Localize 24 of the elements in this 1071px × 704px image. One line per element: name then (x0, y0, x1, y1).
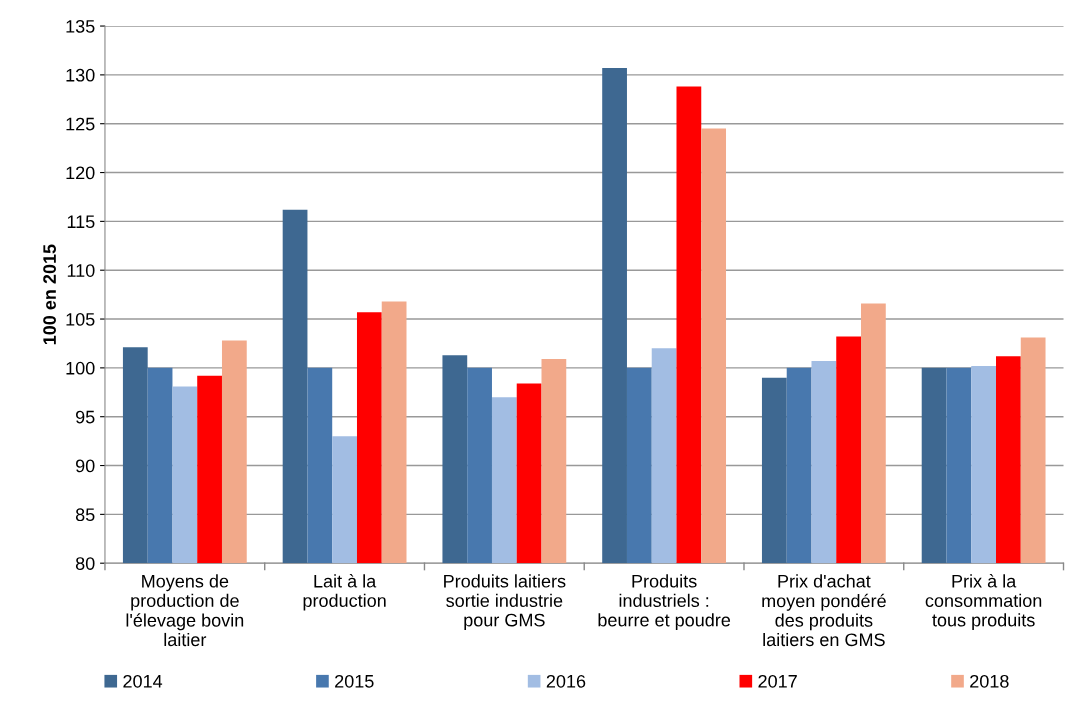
x-tick-label: Lait à la production (303, 574, 386, 611)
y-tick-label: 85 (75, 508, 95, 522)
x-tick-label: Produits industriels : beurre et poudre (598, 574, 731, 631)
x-tick-label: Produits laitiers sortie industrie pour GMS (444, 574, 566, 631)
y-tick-label: 120 (66, 166, 95, 180)
y-tick-label: 80 (75, 557, 95, 570)
y-tick-label: 115 (67, 215, 95, 229)
y-tick-label: 105 (66, 312, 95, 326)
legend-label: 2016 (546, 674, 586, 688)
y-tick-label: 125 (66, 117, 95, 131)
legend-label: 2015 (335, 674, 374, 688)
x-tick-label: Prix d'achat moyen pondéré des produits laitiers en GMS (762, 574, 886, 647)
y-tick-label: 130 (66, 68, 95, 82)
legend-label: 2014 (123, 674, 163, 688)
y-tick-label: 135 (66, 19, 95, 33)
y-tick-label: 110 (67, 264, 95, 277)
y-tick-label: 95 (76, 410, 95, 424)
x-tick-label: Prix à la consommation tous produits (925, 574, 1042, 631)
y-tick-label: 100 (66, 361, 95, 375)
legend-label: 2018 (970, 674, 1009, 688)
y-tick-label: 90 (76, 459, 95, 473)
y-axis-title: 100 en 2015 (43, 244, 56, 345)
x-tick-label: Moyens de production de l'élevage bovin laitier (126, 574, 244, 647)
legend-label: 2017 (758, 674, 797, 688)
